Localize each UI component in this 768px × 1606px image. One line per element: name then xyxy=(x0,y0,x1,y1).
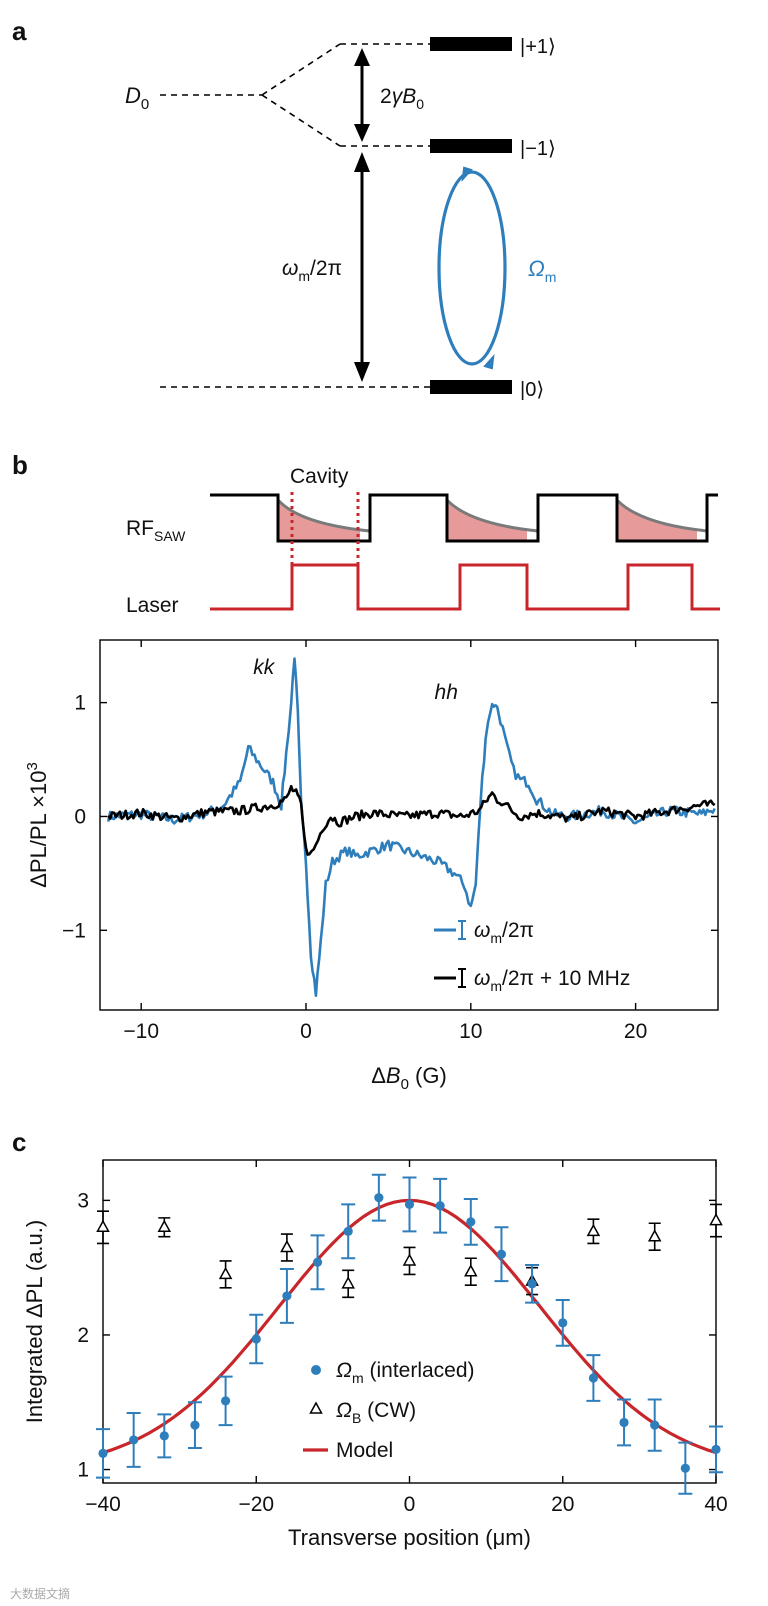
zero-state-bar xyxy=(430,380,512,394)
x-tick-label: 20 xyxy=(624,1020,647,1043)
laser-waveform xyxy=(210,563,720,611)
interlaced-point xyxy=(588,1373,599,1383)
rabi-loop xyxy=(437,166,507,370)
legend-label-1: ωm/2π xyxy=(474,919,534,946)
watermark: 大数据文摘 xyxy=(10,1586,70,1601)
plus-state-bar xyxy=(430,37,512,51)
cavity-decay-fills xyxy=(278,500,697,541)
x-axis-label: Transverse position (μm) xyxy=(288,1525,531,1550)
split-down-line xyxy=(261,94,341,147)
legend-marker-interlaced xyxy=(311,1365,321,1375)
interlaced-point xyxy=(251,1334,261,1344)
interlaced-point xyxy=(374,1193,384,1203)
interlaced-point xyxy=(190,1420,200,1430)
x-tick-label: 0 xyxy=(404,1493,416,1516)
y-tick-label: 1 xyxy=(77,1459,89,1482)
cw-point xyxy=(280,1239,294,1253)
cw-point xyxy=(96,1219,110,1233)
cw-point xyxy=(157,1219,172,1233)
y-tick-label: 2 xyxy=(77,1324,89,1347)
interlaced-point xyxy=(650,1420,660,1430)
series-line-2 xyxy=(107,784,716,856)
peak-label: hh xyxy=(435,681,458,704)
plot-frame xyxy=(99,639,719,1011)
cw-point xyxy=(709,1213,723,1226)
x-tick-label: −10 xyxy=(123,1020,159,1043)
plus-state-label: |+1⟩ xyxy=(520,36,556,58)
legend-errorbar-2 xyxy=(458,968,466,988)
interlaced-point xyxy=(312,1257,323,1267)
cw-point xyxy=(586,1223,601,1237)
x-tick-label: 20 xyxy=(551,1493,574,1516)
laser-label: Laser xyxy=(126,594,179,617)
x-tick-label: 10 xyxy=(459,1020,482,1043)
omega-m-label: ωm/2π xyxy=(282,257,342,284)
splitting-arrow xyxy=(354,48,370,142)
y-tick-label: 0 xyxy=(74,805,86,828)
panel-b-timing: b Cavity RFSAW Laser xyxy=(12,450,720,617)
legend-label-cw: ΩB (CW) xyxy=(336,1399,416,1426)
interlaced-point xyxy=(466,1217,476,1227)
interlaced-point xyxy=(129,1435,139,1445)
split-up-line xyxy=(261,43,341,96)
interlaced-point xyxy=(343,1226,353,1236)
rf-saw-label: RFSAW xyxy=(126,517,186,544)
panel-c-chart: −40 −20 0 20 40 1 2 3 Ωm (interlaced) ΩB (CW) Mode… xyxy=(22,1159,728,1550)
y-tick-label: 1 xyxy=(74,692,86,715)
x-axis-label: ΔB0 (G) xyxy=(371,1063,447,1093)
cw-point xyxy=(341,1276,355,1289)
cavity-markers xyxy=(290,492,360,566)
interlaced-point xyxy=(435,1201,445,1211)
interlaced-point xyxy=(619,1417,629,1428)
interlaced-point xyxy=(404,1199,415,1210)
cw-point xyxy=(464,1264,478,1277)
legend-errorbar-1 xyxy=(458,920,466,940)
d0-label: D0 xyxy=(125,83,149,113)
minus-state-label: |−1⟩ xyxy=(520,138,556,160)
zero-state-label: |0⟩ xyxy=(520,379,544,401)
panel-a-label: a xyxy=(12,16,27,46)
legend-marker-cw xyxy=(309,1401,323,1414)
interlaced-point xyxy=(159,1431,169,1441)
splitting-label: 2γB0 xyxy=(380,85,424,112)
cw-point xyxy=(218,1266,233,1280)
omega-m-arrow xyxy=(354,152,370,382)
cavity-decay-curves xyxy=(276,498,708,533)
panel-c-label: c xyxy=(12,1127,26,1157)
interlaced-point xyxy=(98,1448,108,1458)
x-tick-label: 40 xyxy=(704,1493,727,1516)
y-axis-label: Integrated ΔPL (a.u.) xyxy=(22,1220,47,1423)
series-line-1 xyxy=(106,657,716,997)
legend-label-interlaced: Ωm (interlaced) xyxy=(336,1359,475,1386)
cw-point xyxy=(647,1229,662,1242)
minus-state-bar xyxy=(430,139,512,153)
panel-a: a |+1⟩ |−1⟩ |0⟩ D0 2γB0 xyxy=(12,16,556,401)
cw-point xyxy=(402,1253,417,1266)
interlaced-point xyxy=(496,1249,507,1259)
x-tick-label: −20 xyxy=(238,1493,274,1516)
legend-label-model: Model xyxy=(336,1439,393,1462)
peak-label: kk xyxy=(253,656,276,679)
cavity-label: Cavity xyxy=(290,465,349,488)
legend-label-2: ωm/2π + 10 MHz xyxy=(474,967,630,994)
x-tick-label: −40 xyxy=(85,1493,121,1516)
interlaced-point xyxy=(558,1318,568,1328)
legend: Ωm (interlaced) ΩB (CW) Model xyxy=(303,1359,475,1462)
y-tick-label: 3 xyxy=(77,1189,89,1212)
interlaced-point xyxy=(221,1396,231,1406)
interlaced-point xyxy=(527,1279,537,1289)
y-tick-label: −1 xyxy=(62,919,86,942)
x-tick-label: 0 xyxy=(300,1020,312,1043)
panel-b-label: b xyxy=(12,450,28,480)
interlaced-point xyxy=(282,1291,292,1301)
rabi-label: Ωm xyxy=(528,256,556,285)
y-axis-label: ΔPL/PL ×103 xyxy=(24,762,51,888)
interlaced-point xyxy=(711,1444,721,1454)
interlaced-point xyxy=(680,1463,690,1473)
